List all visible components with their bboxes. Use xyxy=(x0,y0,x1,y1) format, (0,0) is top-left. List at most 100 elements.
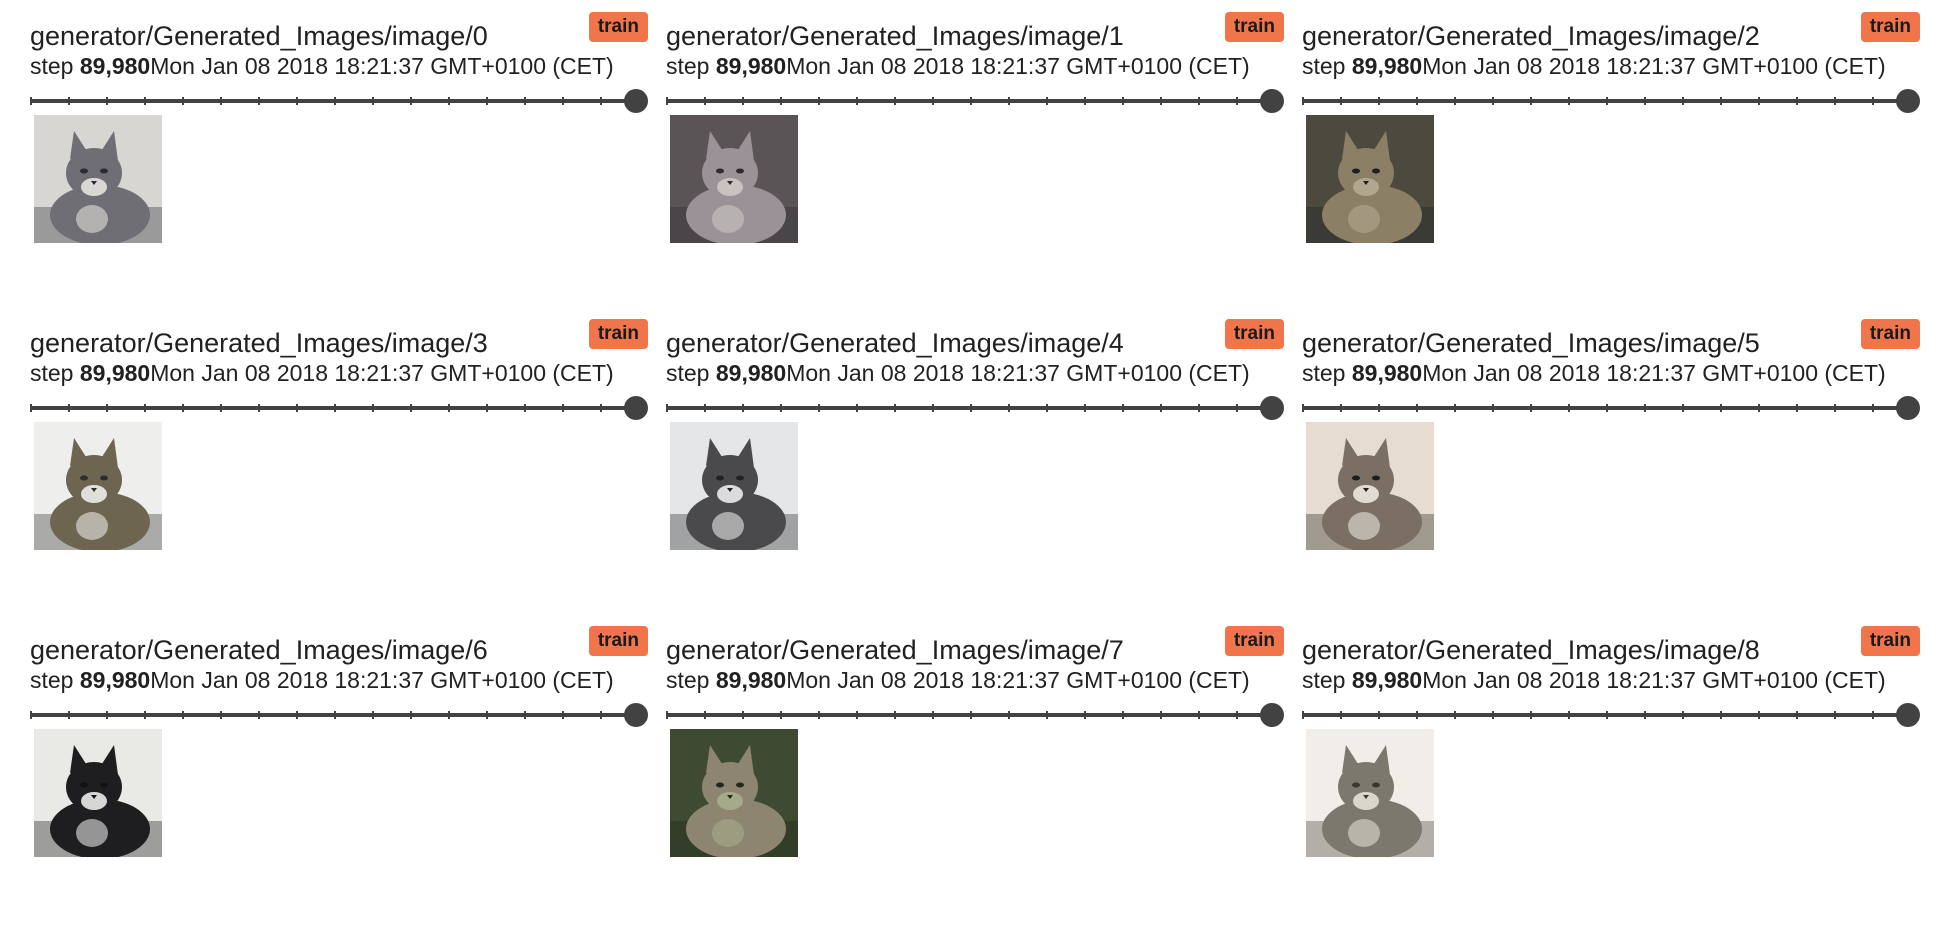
slider-tick xyxy=(704,404,706,412)
slider-tick xyxy=(448,711,450,719)
slider-knob[interactable] xyxy=(1260,89,1284,113)
slider-tick xyxy=(68,97,70,105)
slider-tick xyxy=(970,711,972,719)
slider-knob[interactable] xyxy=(1260,703,1284,727)
slider-tick xyxy=(1302,404,1304,412)
slider-tick xyxy=(30,97,32,105)
slider-tick xyxy=(742,97,744,105)
slider-tick xyxy=(1682,97,1684,105)
step-slider[interactable] xyxy=(30,395,648,420)
run-badge: train xyxy=(1860,12,1920,42)
slider-tick xyxy=(410,404,412,412)
image-card: generator/Generated_Images/image/4 train… xyxy=(666,319,1284,619)
slider-tick xyxy=(1302,711,1304,719)
run-badge: train xyxy=(1860,319,1920,349)
slider-tick xyxy=(1758,404,1760,412)
slider-tick xyxy=(1682,711,1684,719)
step-timestamp: Mon Jan 08 2018 18:21:37 GMT+0100 (CET) xyxy=(786,53,1250,79)
slider-track[interactable] xyxy=(30,713,636,717)
step-timestamp: Mon Jan 08 2018 18:21:37 GMT+0100 (CET) xyxy=(1422,360,1886,386)
step-value: 89,980 xyxy=(79,360,151,386)
cat-image xyxy=(1306,422,1434,550)
cat-image xyxy=(34,115,162,243)
slider-track[interactable] xyxy=(666,713,1272,717)
step-slider[interactable] xyxy=(666,88,1284,113)
slider-tick xyxy=(334,97,336,105)
slider-knob[interactable] xyxy=(1260,396,1284,420)
slider-tick xyxy=(894,97,896,105)
slider-tick xyxy=(410,711,412,719)
run-badge: train xyxy=(588,12,648,42)
step-slider[interactable] xyxy=(30,88,648,113)
slider-tick xyxy=(818,711,820,719)
slider-knob[interactable] xyxy=(624,703,648,727)
slider-tick xyxy=(970,404,972,412)
slider-tick xyxy=(1720,404,1722,412)
card-title: generator/Generated_Images/image/3 xyxy=(30,328,488,358)
step-label: step xyxy=(1302,667,1346,693)
slider-tick xyxy=(1796,97,1798,105)
step-info: step 89,980Mon Jan 08 2018 18:21:37 GMT+… xyxy=(1302,52,1886,80)
slider-tick xyxy=(1236,97,1238,105)
image-card: generator/Generated_Images/image/6 train… xyxy=(30,626,648,926)
slider-tick xyxy=(1236,711,1238,719)
generated-image[interactable] xyxy=(1306,729,1434,857)
slider-knob[interactable] xyxy=(1896,703,1920,727)
step-info: step 89,980Mon Jan 08 2018 18:21:37 GMT+… xyxy=(666,666,1250,694)
slider-track[interactable] xyxy=(666,99,1272,103)
run-badge: train xyxy=(588,319,648,349)
slider-tick xyxy=(448,97,450,105)
slider-track[interactable] xyxy=(1302,713,1908,717)
slider-tick xyxy=(1796,711,1798,719)
step-slider[interactable] xyxy=(30,702,648,727)
cat-image xyxy=(670,115,798,243)
slider-track[interactable] xyxy=(30,99,636,103)
slider-tick xyxy=(1606,711,1608,719)
step-label: step xyxy=(30,667,74,693)
slider-tick xyxy=(68,711,70,719)
slider-tick xyxy=(970,97,972,105)
slider-track[interactable] xyxy=(1302,406,1908,410)
slider-knob[interactable] xyxy=(1896,89,1920,113)
cat-image xyxy=(670,729,798,857)
slider-track[interactable] xyxy=(30,406,636,410)
step-slider[interactable] xyxy=(1302,395,1920,420)
slider-tick xyxy=(1046,711,1048,719)
slider-tick xyxy=(704,711,706,719)
slider-knob[interactable] xyxy=(624,396,648,420)
step-slider[interactable] xyxy=(666,395,1284,420)
slider-tick xyxy=(1758,711,1760,719)
slider-tick xyxy=(1644,97,1646,105)
generated-image[interactable] xyxy=(34,422,162,550)
cat-image xyxy=(1306,115,1434,243)
generated-image[interactable] xyxy=(670,422,798,550)
slider-tick xyxy=(1644,404,1646,412)
slider-tick xyxy=(666,711,668,719)
card-title: generator/Generated_Images/image/1 xyxy=(666,21,1124,51)
generated-image[interactable] xyxy=(1306,422,1434,550)
slider-tick xyxy=(1606,404,1608,412)
generated-image[interactable] xyxy=(670,729,798,857)
generated-image[interactable] xyxy=(1306,115,1434,243)
slider-tick xyxy=(894,711,896,719)
slider-knob[interactable] xyxy=(1896,396,1920,420)
slider-tick xyxy=(1084,711,1086,719)
image-card: generator/Generated_Images/image/3 train… xyxy=(30,319,648,619)
slider-tick xyxy=(1008,404,1010,412)
slider-tick xyxy=(258,404,260,412)
slider-tick xyxy=(1530,711,1532,719)
card-title: generator/Generated_Images/image/5 xyxy=(1302,328,1760,358)
step-info: step 89,980Mon Jan 08 2018 18:21:37 GMT+… xyxy=(1302,359,1886,387)
slider-knob[interactable] xyxy=(624,89,648,113)
step-slider[interactable] xyxy=(1302,702,1920,727)
slider-track[interactable] xyxy=(666,406,1272,410)
generated-image[interactable] xyxy=(34,729,162,857)
generated-image[interactable] xyxy=(670,115,798,243)
slider-tick xyxy=(106,711,108,719)
slider-track[interactable] xyxy=(1302,99,1908,103)
step-slider[interactable] xyxy=(1302,88,1920,113)
step-value: 89,980 xyxy=(1351,53,1423,79)
generated-image[interactable] xyxy=(34,115,162,243)
step-slider[interactable] xyxy=(666,702,1284,727)
step-info: step 89,980Mon Jan 08 2018 18:21:37 GMT+… xyxy=(1302,666,1886,694)
